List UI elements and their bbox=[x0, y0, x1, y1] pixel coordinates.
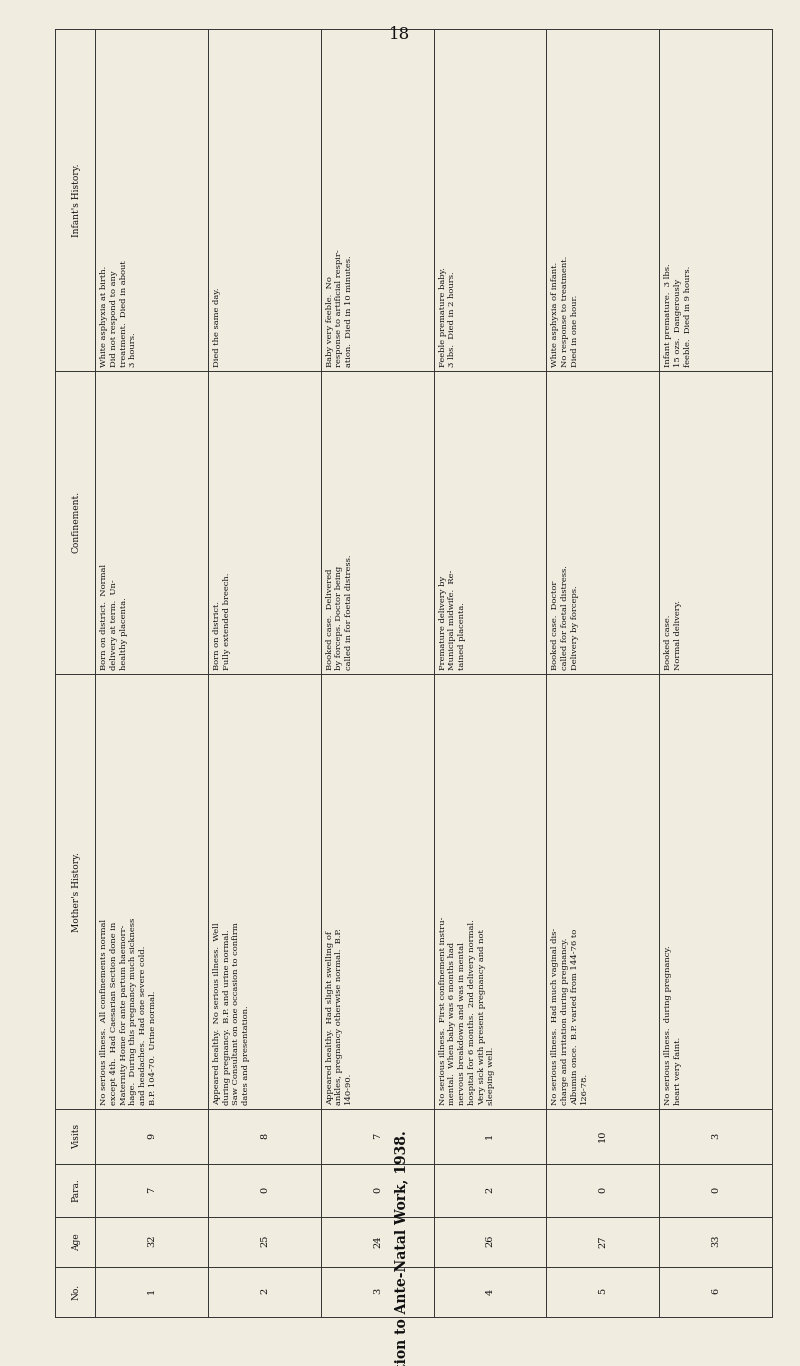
Text: 18: 18 bbox=[390, 26, 410, 42]
